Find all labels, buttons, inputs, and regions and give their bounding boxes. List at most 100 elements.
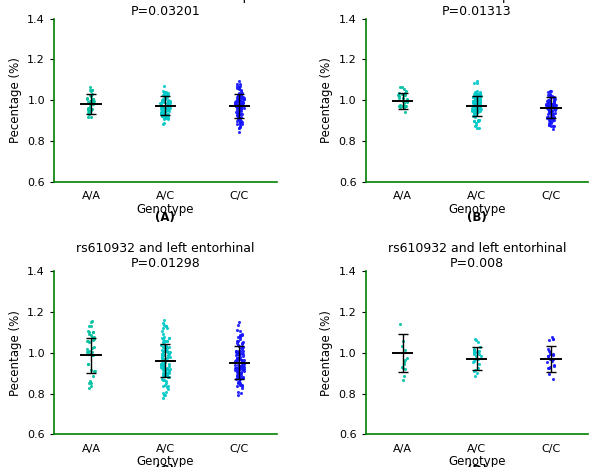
Point [162,110,172,118]
Point [548,350,557,357]
Point [159,96,169,104]
Point [475,91,485,98]
Point [159,338,169,346]
Point [164,100,173,107]
Point [469,90,478,98]
Point [83,106,93,113]
Point [158,331,167,338]
Point [475,97,485,105]
Point [157,342,166,349]
Point [164,373,173,381]
Point [547,92,557,99]
Text: (D): (D) [467,464,487,467]
Point [467,104,477,112]
Point [470,96,479,104]
Point [400,89,410,96]
Point [400,103,409,110]
Point [235,122,244,129]
Point [548,335,557,343]
Point [542,105,551,112]
Point [469,108,479,116]
Point [550,95,560,103]
Point [233,104,242,111]
Point [233,369,243,376]
Point [545,105,555,112]
Point [402,354,412,361]
Point [475,107,485,115]
Point [397,84,407,91]
Point [236,120,245,128]
Point [471,93,481,101]
Point [88,336,98,343]
Point [235,94,244,101]
Point [160,391,169,399]
Point [475,91,485,98]
Point [395,103,405,110]
Point [470,97,480,104]
Point [85,83,95,91]
Point [545,96,554,104]
X-axis label: Genotype: Genotype [448,455,505,467]
Point [541,101,551,109]
Point [545,108,554,115]
Point [88,328,98,336]
Point [232,98,241,105]
Point [157,346,167,354]
Point [157,109,167,117]
Point [475,105,485,112]
Point [162,113,172,120]
Point [399,105,409,112]
Point [235,90,245,98]
Point [87,348,97,356]
Point [550,97,559,104]
Point [547,100,557,108]
Point [551,105,560,113]
Point [164,366,174,374]
Point [233,106,242,114]
Point [87,318,97,325]
Point [238,360,248,367]
Point [398,102,407,110]
Point [160,367,170,374]
Point [472,108,482,116]
Point [469,351,479,358]
Point [544,120,554,127]
Point [88,95,97,102]
Point [157,103,166,111]
Point [88,99,98,106]
Point [85,99,95,106]
Point [158,107,167,114]
Point [549,100,559,108]
Point [472,100,481,107]
Point [90,367,100,375]
Point [235,114,245,121]
Point [472,77,482,85]
Point [155,99,165,107]
Point [401,102,411,110]
Point [163,104,172,111]
Point [543,353,553,360]
Point [88,100,98,107]
Point [159,376,169,383]
Point [230,99,240,106]
Point [400,99,409,107]
Point [163,105,172,113]
Point [86,318,96,326]
Point [232,351,241,358]
Point [475,91,484,99]
Point [239,360,249,368]
Point [542,113,552,121]
Point [85,97,95,105]
Y-axis label: Pecentage (%): Pecentage (%) [320,310,333,396]
Point [236,389,246,396]
Point [89,97,99,105]
Point [543,101,553,108]
Point [158,338,167,346]
Y-axis label: Pecentage (%): Pecentage (%) [8,310,22,396]
Point [544,105,554,113]
Point [238,110,247,117]
Point [236,92,245,99]
Point [233,391,243,399]
Point [160,382,169,389]
Point [233,109,243,117]
